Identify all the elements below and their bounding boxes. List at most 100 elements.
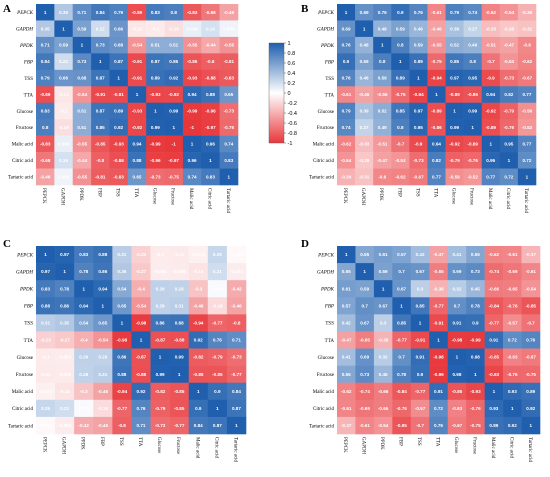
heatmap-cell	[188, 416, 209, 435]
cell-value-label: 0.51	[77, 125, 86, 130]
column-label: TTA	[137, 437, 142, 447]
heatmap-cell	[337, 365, 356, 384]
cell-value-label: -0.11	[40, 372, 51, 377]
heatmap-cell	[427, 86, 446, 104]
heatmap-cell	[409, 69, 428, 87]
heatmap-cell	[391, 53, 410, 71]
heatmap-cell	[169, 280, 190, 298]
heatmap-cell	[429, 399, 449, 418]
cell-value-label: 0.8	[397, 125, 404, 130]
heatmap-cell	[91, 135, 110, 153]
heatmap-cell	[337, 263, 356, 281]
cell-value-label: -0.12	[132, 26, 143, 31]
heatmap-cell	[429, 246, 449, 264]
cell-value-label: -0.83	[40, 141, 51, 146]
column-label: PEPCK	[42, 437, 47, 453]
column-label: Fructose	[469, 188, 474, 206]
colorbar-tick-label: 1	[288, 41, 291, 47]
panel-letter: D	[301, 238, 309, 250]
heatmap-cell	[54, 152, 74, 169]
heatmap-cell	[373, 382, 393, 401]
cell-value-label: -0.033	[230, 252, 243, 257]
cell-value-label: 0.28	[175, 286, 184, 291]
cell-value-label: 0.92	[526, 406, 535, 411]
heatmap-cell	[409, 119, 428, 136]
cell-value-label: 0.89	[151, 76, 160, 81]
cell-value-label: -0.3	[80, 389, 88, 394]
heatmap-cell	[146, 102, 165, 120]
cell-value-label: 0.65	[98, 321, 107, 326]
cell-value-label: 0.65	[133, 174, 142, 179]
heatmap-cell	[337, 36, 356, 54]
row-label: Malic acid	[313, 390, 335, 395]
cell-value-label: 0.69	[360, 355, 369, 360]
heatmap-cell	[54, 69, 74, 87]
heatmap-cell	[373, 53, 392, 71]
heatmap-cell	[36, 102, 55, 120]
heatmap-cell	[466, 280, 485, 298]
cell-value-label: -0.67	[452, 423, 463, 428]
heatmap-cell	[463, 86, 483, 104]
cell-value-label: -0.99	[470, 338, 481, 343]
cell-value-label: -0.93	[150, 92, 161, 97]
cell-value-label: -0.46	[193, 303, 204, 308]
cell-value-label: 1	[363, 269, 366, 274]
heatmap-cell	[521, 263, 541, 281]
heatmap-cell	[499, 4, 519, 21]
column-label: PEPCK	[41, 188, 46, 204]
cell-value-label: 0.8	[42, 125, 49, 130]
cell-value-label: -0.85	[396, 423, 407, 428]
row-label: Tartaric acid	[309, 424, 335, 429]
heatmap-cell	[409, 53, 428, 71]
heatmap-cell	[91, 36, 110, 54]
cell-value-label: 1	[400, 303, 403, 308]
heatmap-cell	[36, 263, 56, 281]
cell-value-label: 0.88	[98, 252, 107, 257]
heatmap-cell	[109, 102, 129, 120]
cell-value-label: 0.79	[114, 10, 123, 15]
cell-value-label: 0.95	[468, 76, 477, 81]
heatmap-cell	[182, 53, 202, 71]
heatmap-cell	[72, 69, 92, 87]
heatmap-cell	[355, 168, 374, 186]
cell-value-label: -0.4	[137, 286, 145, 291]
row-label: TTA	[24, 339, 34, 344]
cell-value-label: 0.45	[471, 286, 480, 291]
colorbar-tick-label: -0.8	[288, 131, 297, 137]
heatmap-cell	[169, 331, 190, 349]
cell-value-label: -0.83	[113, 174, 124, 179]
heatmap-cell	[429, 280, 449, 298]
heatmap-cell	[226, 280, 247, 298]
cell-value-label: 0.88	[206, 92, 215, 97]
cell-value-label: -0.89	[40, 92, 51, 97]
cell-value-label: -0.8	[232, 321, 240, 326]
cell-value-label: -0.46	[359, 92, 370, 97]
heatmap-cell	[355, 263, 375, 281]
cell-value-label: 0.78	[471, 303, 480, 308]
heatmap-cell	[164, 135, 184, 153]
heatmap-cell	[36, 297, 56, 315]
cell-value-label: -0.7	[527, 321, 535, 326]
cell-value-label: -0.39	[522, 10, 533, 15]
heatmap-cell	[55, 416, 75, 435]
cell-value-label: -0.8	[206, 59, 214, 64]
cell-value-label: 0.42	[416, 252, 425, 257]
heatmap-cell	[466, 365, 485, 384]
cell-value-label: 0.74	[188, 174, 197, 179]
cell-value-label: -0.75	[224, 125, 235, 130]
heatmap-cell	[131, 382, 151, 401]
cell-value-label: -0.89	[449, 92, 460, 97]
heatmap-cell	[219, 119, 239, 136]
cell-value-label: -0.76	[507, 303, 518, 308]
heatmap-cell	[36, 246, 56, 264]
heatmap-cell	[150, 348, 170, 366]
heatmap-cell	[503, 416, 522, 435]
cell-value-label: -0.96	[205, 109, 216, 114]
cell-value-label: -0.87	[136, 355, 147, 360]
cell-value-label: 0.87	[96, 109, 105, 114]
heatmap-cell	[447, 382, 467, 401]
heatmap-cell	[36, 416, 56, 435]
cell-value-label: -0.11	[174, 252, 185, 257]
heatmap-cell	[373, 280, 393, 298]
heatmap-cell	[427, 168, 446, 186]
